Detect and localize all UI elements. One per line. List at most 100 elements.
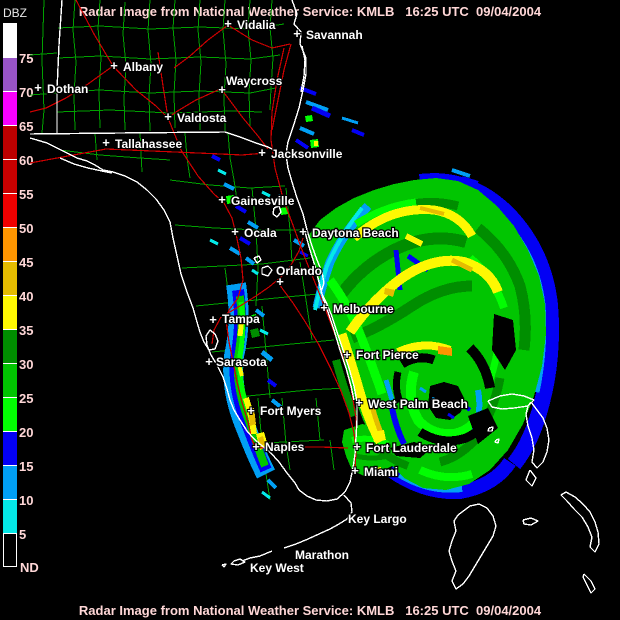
- borders-line: [448, 503, 497, 590]
- scale-segment-65: 65: [3, 91, 33, 133]
- scale-label-30: 30: [19, 357, 34, 372]
- borders-line: [230, 558, 246, 566]
- scale-label-50: 50: [19, 221, 34, 236]
- city-label: Valdosta: [177, 111, 227, 125]
- city-label: Dothan: [47, 82, 88, 96]
- radar-echo: [254, 308, 266, 318]
- city-marker-icon: +: [34, 80, 42, 95]
- city-marker-icon: +: [205, 354, 213, 369]
- counties-line: [57, 54, 281, 60]
- reflectivity-scale: 75 70 65 60 55 50 45 40 35 30 25 20 15 10 5 ND: [3, 23, 39, 574]
- counties-line: [59, 149, 171, 161]
- radar-echo: [450, 257, 474, 273]
- scale-label-70: 70: [19, 85, 34, 100]
- borders-line: [294, 482, 346, 502]
- counties-line: [56, 87, 277, 94]
- roads-line: [255, 446, 349, 449]
- counties-line: [184, 132, 191, 179]
- borders-line: [169, 221, 210, 351]
- city-marker-icon: +: [252, 439, 260, 454]
- scale-segment-10: 10: [3, 465, 33, 507]
- counties-line: [299, 261, 313, 341]
- radar-echo: [261, 190, 271, 198]
- radar-echo: [399, 353, 436, 368]
- scale-segment-60: 60: [3, 125, 33, 167]
- radar-echo: [260, 350, 274, 362]
- scale-label-20: 20: [19, 425, 34, 440]
- scale-segment-35: 35: [3, 295, 33, 337]
- counties-line: [29, 52, 58, 56]
- scale-label-ND: ND: [20, 560, 39, 575]
- city-label: Gainesville: [231, 194, 295, 208]
- city-marker-icon: +: [343, 347, 351, 362]
- dbz-units-label: DBZ: [3, 6, 27, 20]
- radar-echo: [383, 379, 395, 401]
- radar-echo: [492, 314, 516, 370]
- scale-segment-5: 5: [3, 499, 26, 541]
- counties-line: [197, 0, 202, 131]
- counties-line: [94, 132, 98, 161]
- radar-echo: [314, 141, 318, 146]
- radar-echo: [266, 378, 278, 388]
- radar-echo: [419, 206, 445, 216]
- city-marker-icon: +: [353, 439, 361, 454]
- borders-line: [56, 0, 63, 133]
- scale-segment-40: 40: [3, 261, 33, 303]
- radar-echo: [217, 168, 227, 176]
- city-marker-icon: +: [209, 312, 217, 327]
- radar-echo: [310, 105, 332, 119]
- radar-echo-layer: [209, 86, 559, 500]
- county-lines-layer: [29, 0, 347, 501]
- counties-line: [247, 0, 252, 127]
- scale-segment-30: 30: [3, 329, 33, 371]
- city-label: Tampa: [222, 312, 260, 326]
- counties-line: [227, 131, 238, 201]
- scale-segment-55: 55: [3, 159, 33, 201]
- city-label: West Palm Beach: [368, 397, 468, 411]
- borders-line: [487, 426, 494, 432]
- roads-line: [271, 43, 292, 131]
- radar-echo: [244, 256, 256, 266]
- radar-echo: [248, 408, 256, 426]
- radar-echo: [266, 478, 278, 490]
- borders-line: [29, 131, 275, 151]
- roads-line: [221, 89, 269, 150]
- city-label: Jacksonville: [271, 147, 343, 161]
- radar-echo: [438, 346, 452, 356]
- city-label: Miami: [364, 465, 398, 479]
- radar-echo: [428, 382, 464, 420]
- counties-line: [56, 109, 263, 114]
- city-label: Savannah: [306, 28, 363, 42]
- roads-line: [220, 237, 304, 318]
- coastline-border-layer: [29, 0, 600, 594]
- radar-echo: [313, 206, 364, 311]
- roads-line: [29, 148, 267, 164]
- scale-label-60: 60: [19, 153, 34, 168]
- scale-label-55: 55: [19, 187, 34, 202]
- radar-echo: [345, 255, 503, 335]
- scale-segment-25: 25: [3, 363, 33, 405]
- roads-line: [211, 316, 222, 345]
- scale-label-40: 40: [19, 289, 34, 304]
- counties-line: [139, 132, 143, 173]
- roads-line: [173, 24, 229, 69]
- city-label: Marathon: [295, 548, 349, 562]
- borders-line: [59, 157, 113, 174]
- radar-echo: [392, 371, 404, 404]
- roads-line: [278, 283, 357, 449]
- scale-label-5: 5: [19, 527, 27, 542]
- city-label: Tallahassee: [115, 137, 182, 151]
- radar-echo: [354, 198, 417, 227]
- radar-echo: [431, 396, 439, 404]
- radar-echo: [389, 407, 407, 446]
- radar-echo: [404, 233, 424, 247]
- counties-line: [174, 224, 300, 231]
- borders-line: [205, 329, 296, 484]
- scale-segment-ND: ND: [3, 533, 39, 574]
- radar-echo: [237, 317, 245, 337]
- city-label: Sarasota: [216, 355, 267, 369]
- radar-echo: [305, 100, 329, 112]
- borders-line: [221, 563, 227, 568]
